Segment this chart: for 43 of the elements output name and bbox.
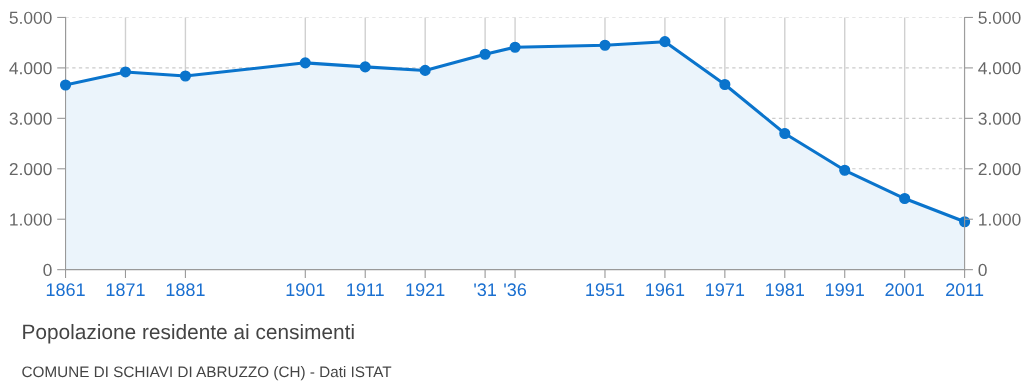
point bbox=[419, 64, 431, 76]
y2-tick-label: 0 bbox=[978, 263, 987, 277]
point bbox=[59, 79, 72, 91]
y-tick-label: 3.000 bbox=[9, 112, 52, 125]
x-tick-label: 1981 bbox=[766, 283, 804, 297]
y2-tick-label: 2.000 bbox=[978, 162, 1021, 176]
x-tick-label: 1951 bbox=[586, 283, 625, 297]
y-tick-label: 0 bbox=[43, 263, 52, 277]
y2-tick-label: 4.000 bbox=[978, 62, 1021, 75]
x-tick-label: 1961 bbox=[646, 283, 685, 297]
y2-tick-label: 5.000 bbox=[978, 11, 1021, 24]
text: Popolazione residente ai censimenti bbox=[23, 323, 354, 344]
x-tick-label: 1921 bbox=[406, 283, 445, 297]
x-tick-label: 1901 bbox=[286, 283, 325, 297]
x-tick-label: 1881 bbox=[166, 283, 205, 297]
x-tick-label: '31 bbox=[474, 283, 496, 297]
x-tick-label: 2001 bbox=[885, 283, 924, 297]
point bbox=[179, 70, 191, 82]
y-tick-label: 4.000 bbox=[9, 62, 52, 75]
point bbox=[509, 41, 521, 53]
point bbox=[599, 39, 611, 51]
x-tick-label: 1971 bbox=[706, 283, 745, 297]
y2-tick-label: 3.000 bbox=[978, 112, 1021, 125]
point bbox=[359, 61, 371, 73]
point bbox=[659, 36, 671, 48]
x-tick-label: 1911 bbox=[347, 283, 384, 297]
y2-tick-label: 1.000 bbox=[979, 213, 1021, 226]
y-tick-label: 1.000 bbox=[10, 213, 52, 226]
x-tick-label: '36 bbox=[504, 283, 527, 297]
x-tick-label: 1861 bbox=[46, 283, 85, 297]
point bbox=[899, 192, 911, 205]
x-tick-label: 1991 bbox=[826, 283, 864, 297]
point bbox=[479, 48, 491, 60]
x-tick-label: 1871 bbox=[106, 283, 145, 297]
point bbox=[719, 78, 731, 91]
point bbox=[839, 164, 851, 176]
x-tick-label: 2011 bbox=[946, 283, 984, 297]
point bbox=[299, 57, 311, 69]
point bbox=[779, 127, 791, 140]
y-tick-label: 2.000 bbox=[9, 162, 52, 176]
text: COMUNE DI SCHIAVI DI ABRUZZO (CH) - Dati ISTAT bbox=[22, 366, 392, 381]
y-tick-label: 5.000 bbox=[9, 11, 52, 24]
point bbox=[119, 66, 132, 78]
